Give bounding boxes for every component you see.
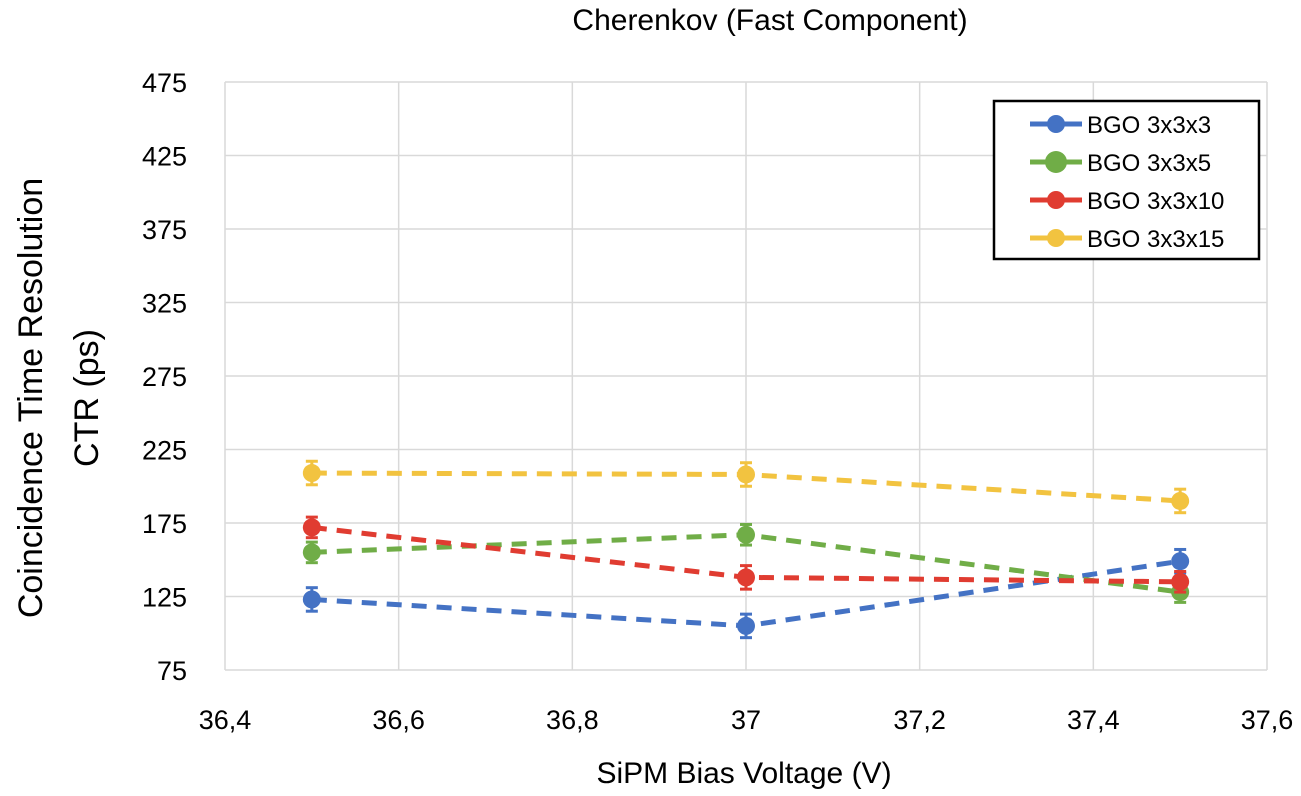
legend-label: BGO 3x3x15: [1087, 226, 1224, 253]
legend-marker: [1047, 229, 1065, 247]
series-group: [302, 459, 1190, 640]
data-point: [737, 568, 755, 587]
y-tick-label: 125: [142, 583, 187, 613]
legend: BGO 3x3x3 BGO 3x3x5 BGO 3x3x10 BGO 3x3x15: [992, 99, 1261, 261]
legend-item-1: BGO 3x3x5: [1030, 150, 1211, 177]
legend-marker: [1047, 115, 1065, 133]
data-point: [302, 518, 321, 537]
y-tick-label: 75: [157, 656, 187, 686]
data-point: [302, 590, 321, 609]
legend-label: BGO 3x3x3: [1087, 112, 1211, 139]
data-point: [737, 465, 755, 484]
y-tick-label: 175: [142, 509, 187, 539]
legend-item-0: BGO 3x3x3: [1030, 112, 1211, 139]
x-tick-label: 36,8: [546, 705, 599, 735]
x-tick-labels: 36,4 36,6 36,8 37 37,2 37,4 37,6: [199, 705, 1294, 735]
data-point: [1171, 491, 1190, 510]
data-point: [737, 525, 755, 544]
y-tick-label: 425: [142, 142, 187, 172]
y-tick-label: 475: [142, 68, 187, 98]
legend-marker: [1047, 191, 1065, 209]
chart-title: Cherenkov (Fast Component): [572, 4, 967, 37]
y-tick-label: 325: [142, 289, 187, 319]
series-2: [302, 515, 1190, 594]
data-point: [737, 616, 755, 635]
legend-label: BGO 3x3x5: [1087, 150, 1211, 177]
x-tick-label: 37,4: [1067, 705, 1120, 735]
y-tick-label: 275: [142, 362, 187, 392]
x-tick-label: 37,6: [1241, 705, 1294, 735]
data-point: [1171, 552, 1190, 571]
x-tick-label: 37: [731, 705, 761, 735]
y-tick-labels: 75 125 175 225 275 325 375 425 475: [142, 68, 187, 686]
data-point: [1171, 572, 1190, 591]
legend-marker: [1045, 151, 1067, 173]
x-tick-label: 36,4: [199, 705, 252, 735]
legend-item-2: BGO 3x3x10: [1030, 188, 1224, 215]
y-axis-label: Coincidence Time Resolution CTR (ps): [12, 178, 106, 618]
y-tick-label: 375: [142, 215, 187, 245]
legend-item-3: BGO 3x3x15: [1030, 226, 1224, 253]
y-axis-label-line2: CTR (ps): [68, 329, 106, 467]
y-axis-label-line1: Coincidence Time Resolution: [12, 178, 50, 618]
x-tick-label: 37,2: [893, 705, 946, 735]
y-tick-label: 225: [142, 436, 187, 466]
series-3: [302, 459, 1190, 515]
legend-label: BGO 3x3x10: [1087, 188, 1224, 215]
x-axis-label: SiPM Bias Voltage (V): [596, 757, 891, 790]
legend-box: [992, 99, 1261, 261]
data-point: [302, 464, 321, 483]
x-tick-label: 36,6: [372, 705, 425, 735]
data-point: [302, 543, 321, 562]
